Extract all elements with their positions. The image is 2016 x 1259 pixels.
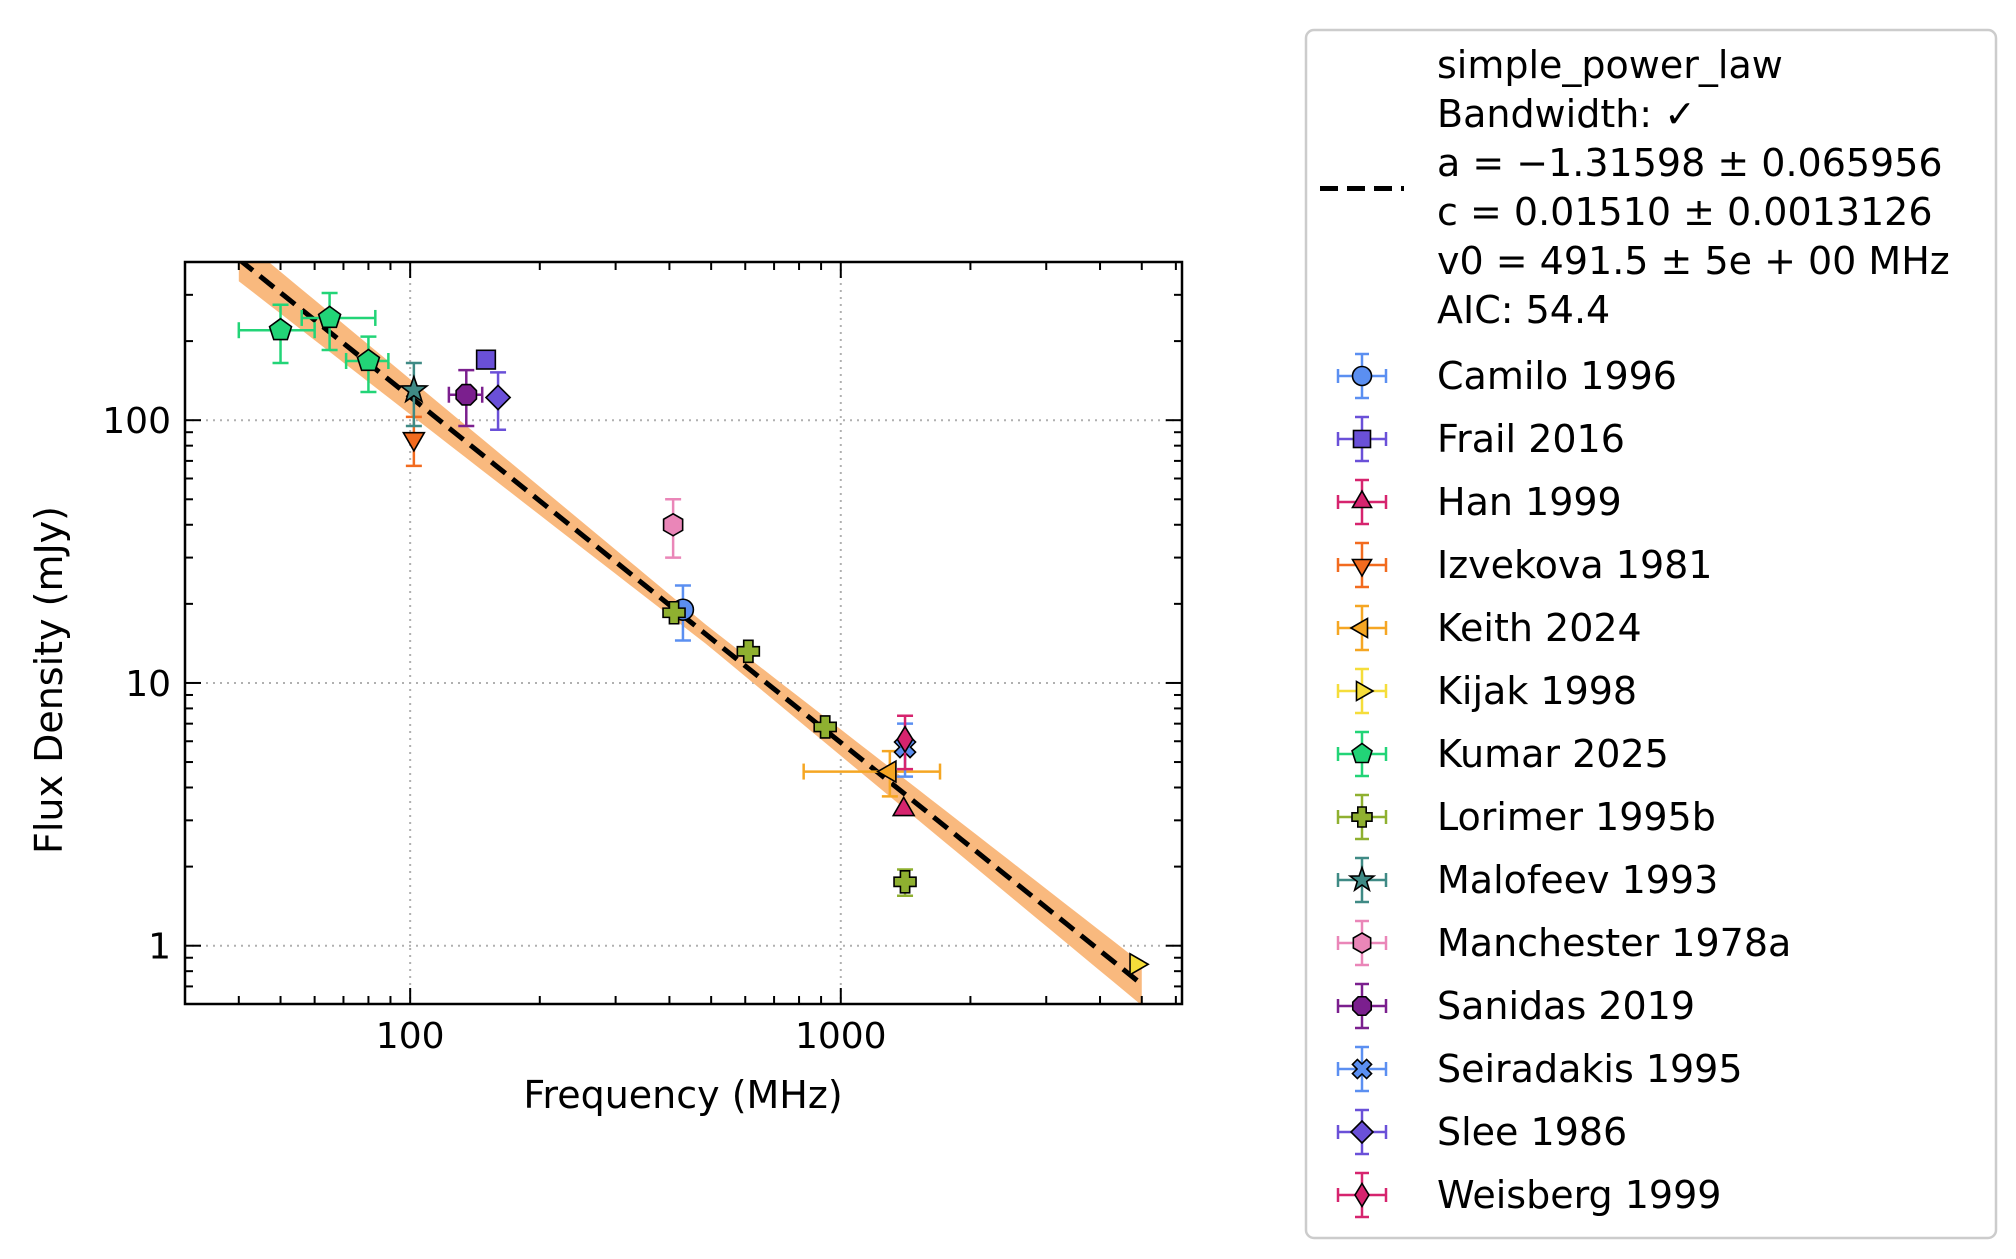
legend-marker — [1351, 489, 1373, 509]
legend-marker — [1351, 365, 1373, 387]
y-tick-label: 100 — [102, 401, 171, 442]
y-axis-label: Flux Density (mJy) — [27, 506, 71, 854]
data-point — [317, 305, 342, 329]
legend-marker — [1354, 1181, 1370, 1209]
data-point — [893, 870, 917, 894]
data-point — [1129, 952, 1150, 977]
data-point — [896, 725, 914, 754]
legend-marker — [1351, 1058, 1373, 1080]
legend-label: Han 1999 — [1437, 480, 1622, 524]
data-layer — [237, 291, 1150, 977]
legend-marker — [1349, 617, 1369, 639]
legend-label: Manchester 1978a — [1437, 921, 1791, 965]
legend-entry: Slee 1986 — [1336, 1108, 1627, 1156]
x-axis-label: Frequency (MHz) — [523, 1073, 842, 1117]
legend-entry: Keith 2024 — [1336, 604, 1642, 652]
y-tick-label: 10 — [125, 664, 171, 705]
legend-entry: Malofeev 1993 — [1336, 856, 1718, 904]
x-tick-label: 1000 — [795, 1016, 887, 1057]
legend-label: Weisberg 1999 — [1437, 1173, 1721, 1217]
legend-entry: Kijak 1998 — [1336, 667, 1637, 715]
legend-marker — [1351, 742, 1373, 764]
legend-box — [1304, 28, 1998, 1240]
data-point — [736, 639, 761, 664]
legend-marker — [1351, 806, 1373, 828]
data-point — [402, 431, 426, 453]
legend-label: Malofeev 1993 — [1437, 858, 1718, 902]
legend-label: Seiradakis 1995 — [1437, 1047, 1743, 1091]
legend-entry: Sanidas 2019 — [1336, 982, 1695, 1030]
legend-marker — [1355, 680, 1375, 702]
legend-marker — [1347, 865, 1377, 893]
legend-marker — [1351, 558, 1373, 578]
x-tick-label: 100 — [376, 1016, 445, 1057]
legend-label: Kumar 2025 — [1437, 732, 1669, 776]
series-lorimer-1995b — [662, 600, 917, 897]
series-han-1999 — [891, 795, 916, 817]
series-frail-2016 — [475, 349, 497, 370]
legend-entry: Weisberg 1999 — [1336, 1171, 1721, 1219]
legend-marker — [1352, 932, 1372, 954]
legend-label: Lorimer 1995b — [1437, 795, 1716, 839]
series-keith-2024 — [802, 749, 942, 798]
data-point — [662, 512, 684, 537]
legend-label: Frail 2016 — [1437, 417, 1625, 461]
data-point — [484, 384, 512, 411]
legend-fit-text: AIC: 54.4 — [1437, 288, 1610, 332]
series-kijak-1998 — [1129, 952, 1150, 977]
legend-entry: Kumar 2025 — [1336, 730, 1669, 778]
data-point — [876, 759, 897, 784]
series-slee-1986 — [484, 371, 512, 431]
legend-marker — [1349, 1119, 1375, 1145]
fit-line — [238, 262, 1144, 987]
series-weisberg-1999 — [896, 714, 914, 771]
series-manchester-1978a — [662, 498, 684, 559]
plot-frame — [183, 260, 1184, 1006]
fit-layer — [238, 262, 1144, 1004]
legend-fit-text: Bandwidth: ✓ — [1437, 92, 1696, 136]
legend-label: Camilo 1996 — [1437, 354, 1677, 398]
series-malofeev-1993 — [398, 361, 430, 428]
legend-label: Sanidas 2019 — [1437, 984, 1695, 1028]
series-sanidas-2019 — [447, 368, 484, 428]
data-point — [356, 348, 381, 372]
legend-entry: Frail 2016 — [1336, 415, 1625, 463]
fit-uncertainty-band — [238, 262, 1142, 1004]
legend-label: Slee 1986 — [1437, 1110, 1627, 1154]
axes: 100 1000 1 10 100 — [102, 260, 1184, 1057]
legend-fit-text: a = −1.31598 ± 0.065956 — [1437, 141, 1943, 185]
legend-entry: Izvekova 1981 — [1336, 541, 1712, 589]
data-point — [268, 317, 293, 341]
legend-fit-text: simple_power_law — [1437, 43, 1783, 87]
legend-entry: Han 1999 — [1336, 478, 1622, 526]
series-kumar-2025 — [237, 291, 390, 394]
data-point — [398, 374, 430, 404]
y-tick-label: 1 — [148, 927, 171, 968]
data-point — [475, 349, 497, 370]
legend-entry: Seiradakis 1995 — [1336, 1045, 1743, 1093]
legend-marker — [1352, 429, 1372, 449]
grid — [185, 262, 1182, 1004]
legend-entry: Camilo 1996 — [1336, 352, 1677, 400]
legend: simple_power_law Bandwidth: ✓ a = −1.31598… — [1304, 28, 1998, 1240]
legend-label: Izvekova 1981 — [1437, 543, 1712, 587]
legend-entry: Lorimer 1995b — [1336, 793, 1716, 841]
data-point — [891, 795, 916, 817]
data-point — [813, 715, 837, 739]
data-point — [662, 600, 686, 625]
legend-label: Keith 2024 — [1437, 606, 1642, 650]
legend-entry: Manchester 1978a — [1336, 919, 1791, 967]
legend-fit-text: v0 = 491.5 ± 5e + 00 MHz — [1437, 239, 1950, 283]
legend-marker — [1351, 995, 1373, 1017]
data-point — [455, 383, 478, 406]
legend-label: Kijak 1998 — [1437, 669, 1637, 713]
legend-fit-text: c = 0.01510 ± 0.0013126 — [1437, 190, 1933, 234]
